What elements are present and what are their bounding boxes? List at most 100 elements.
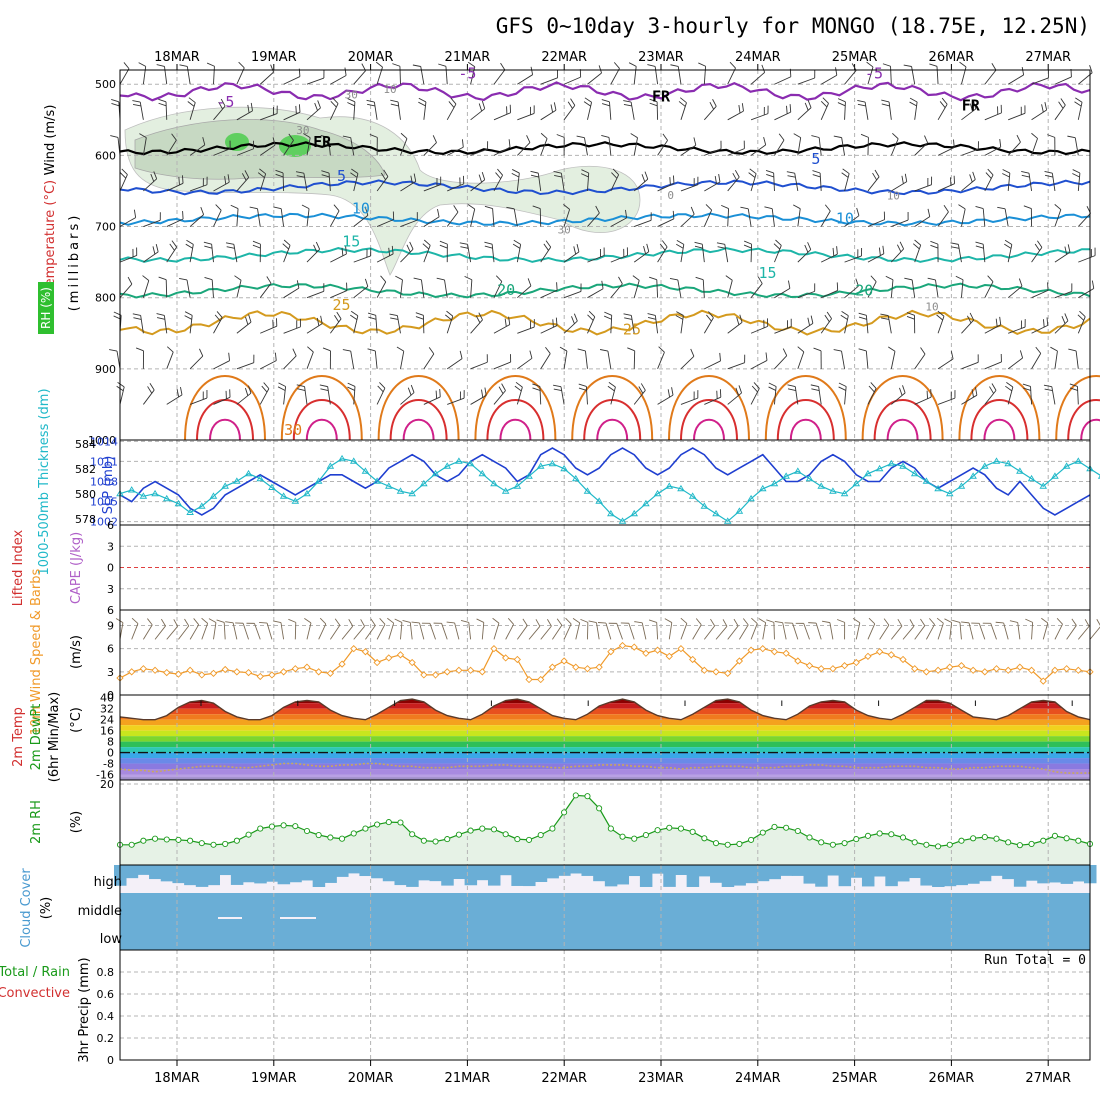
wind-barb-feather <box>484 205 493 210</box>
wind-barb-feather <box>632 275 640 281</box>
wind-barb <box>304 386 308 405</box>
wind-barb-feather <box>387 617 394 624</box>
thickness-point <box>548 459 557 467</box>
wind-barb-feather <box>545 346 551 354</box>
wind-barb-feather <box>266 276 272 284</box>
thickness-point <box>373 477 381 484</box>
wind-speed-point <box>513 655 521 664</box>
wind-barb-feather <box>460 246 469 249</box>
wind-barb-feather <box>225 242 234 245</box>
wind-speed-point <box>665 652 673 661</box>
contour-label: FR <box>652 87 671 105</box>
wind-barb <box>306 290 324 299</box>
wind-barb <box>978 623 986 640</box>
cloud-high-bar <box>523 865 536 887</box>
rh2m-point <box>397 819 404 826</box>
wind-barb <box>516 173 520 192</box>
wind-barb <box>1030 386 1033 405</box>
wind-barb <box>441 623 448 640</box>
wind-barb-feather <box>807 242 812 250</box>
wind-barb-feather <box>288 618 296 623</box>
wind-barb-feather <box>559 346 568 352</box>
wind-barb-feather <box>951 246 960 249</box>
wind-barb <box>163 315 168 334</box>
wind-barb-feather <box>169 243 175 251</box>
top-date-labels: 18MAR 19MAR 20MAR 21MAR 22MAR 23MAR 24MAR 25MAR… <box>154 50 1071 70</box>
wind-barb-feather <box>147 618 153 626</box>
wind-barb <box>353 70 366 85</box>
wind-barb <box>584 350 588 369</box>
wind-speed-point <box>794 657 802 665</box>
cloud-high-bar <box>125 865 139 879</box>
wind-barb <box>656 279 659 298</box>
wind-barb <box>282 172 285 191</box>
wind-barb-feather <box>679 97 687 104</box>
cloud-high-bar <box>359 865 372 877</box>
wind-barb <box>633 178 649 192</box>
wind-barb-feather <box>826 311 832 319</box>
wind-barb-feather <box>1054 204 1062 210</box>
wind-barb-feather <box>634 621 643 624</box>
wind-speed-point <box>420 671 428 679</box>
wind-barb-feather <box>661 240 668 248</box>
wind-barb-feather <box>360 619 365 627</box>
wind-barb <box>283 326 301 334</box>
wind-barb-feather <box>365 207 369 216</box>
cloud-labels: Cloud Cover (%) high middle low <box>19 868 122 948</box>
wind-barb-feather <box>714 175 717 185</box>
cloud-high-bar <box>745 865 758 884</box>
wind-barb-feather <box>200 206 205 215</box>
contour-label: 5 <box>811 150 820 168</box>
wind-barb-feather <box>330 101 337 108</box>
wind-barb-feather <box>841 172 849 178</box>
wind-barb-feather <box>512 243 521 249</box>
wind-barb <box>236 177 250 192</box>
thickness-tick-label: 582 <box>75 463 96 476</box>
pressure-tick-label: 800 <box>95 292 116 305</box>
wind-barb <box>865 350 869 369</box>
wind-barb-feather <box>249 206 258 210</box>
wind-barb <box>890 351 896 369</box>
wind-barb-feather <box>786 105 788 114</box>
wind-barb-feather <box>1031 132 1038 139</box>
wind-barb-feather <box>604 311 612 316</box>
thickness-point <box>501 487 510 494</box>
thickness-point <box>595 497 603 504</box>
wind-barb <box>306 622 312 640</box>
cloud-high-bar <box>698 865 711 877</box>
wind-barb-feather <box>659 243 666 251</box>
wind-speed-point <box>724 669 732 678</box>
wind-barb <box>867 219 885 227</box>
thickness-point <box>361 467 370 474</box>
thickness-point <box>712 509 720 517</box>
contour-diurnal-dome <box>209 418 241 441</box>
wind-barb-feather <box>646 243 650 252</box>
wind-speed-point <box>361 648 370 656</box>
rh2m-point <box>853 836 860 843</box>
wind-barb <box>750 360 768 370</box>
cloud-high-bar <box>581 865 594 876</box>
wind-barb-feather <box>347 102 355 107</box>
temp-tick-label: 8 <box>107 736 114 749</box>
wind-barb-feather <box>275 173 284 178</box>
wind-barb-feather <box>764 206 773 210</box>
wind-barb-feather <box>394 618 403 623</box>
wind-barb-feather <box>367 348 376 352</box>
temp-band <box>120 777 1090 780</box>
wind-barb-feather <box>109 349 118 352</box>
wind-barb <box>937 104 948 121</box>
wind-barb-feather <box>313 244 318 253</box>
wind-barb <box>990 623 997 640</box>
contour-label: 30 <box>558 224 571 237</box>
date-label-bottom: 24MAR <box>735 1071 781 1086</box>
thickness-point <box>1062 462 1071 469</box>
wind-barb <box>236 392 252 405</box>
wind-ylabel-left: 10m Wind Speed & Barbs <box>29 569 44 736</box>
wind-barb <box>306 137 311 156</box>
temp-tick-label: -16 <box>96 769 114 782</box>
wind-barb-feather <box>733 618 739 627</box>
wind-barb-feather <box>278 382 286 387</box>
wind-barb <box>213 148 231 156</box>
rh2m-point <box>432 838 439 845</box>
